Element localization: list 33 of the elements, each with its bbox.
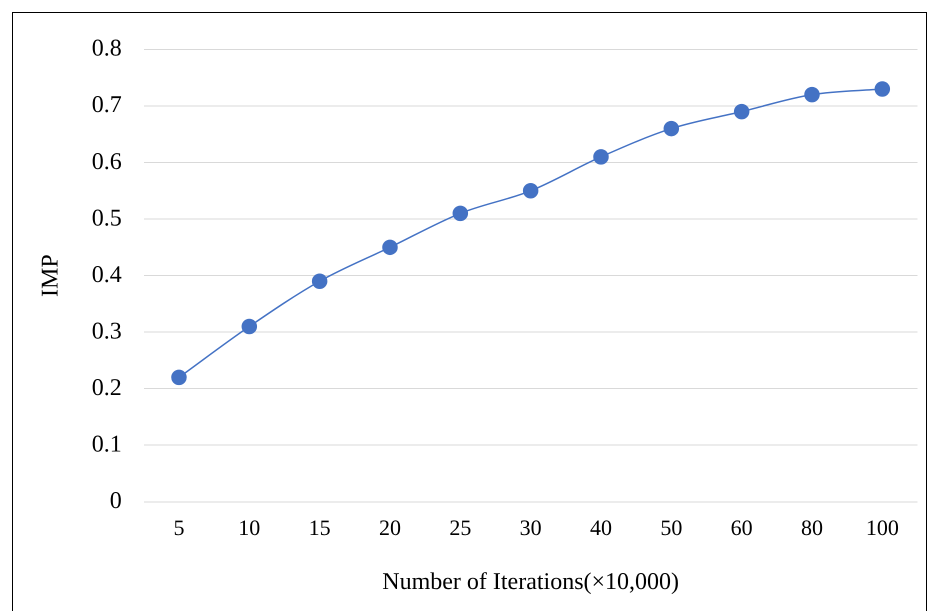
x-tick-label: 15 (308, 514, 331, 540)
y-tick-label: 0.8 (92, 36, 122, 62)
point (874, 81, 890, 97)
point (312, 274, 328, 290)
x-tick-label: 80 (800, 514, 823, 540)
x-tick-label: 50 (660, 514, 682, 540)
y-tick-label: 0.4 (92, 262, 122, 288)
y-tick-label: 0.3 (92, 318, 122, 344)
x-axis-title: Number of Iterations(×10,000) (382, 568, 680, 595)
y-tick-label: 0.1 (92, 432, 122, 458)
y-tick-label: 0.7 (92, 92, 122, 118)
x-tick-label: 60 (730, 514, 753, 540)
x-tick-label: 100 (866, 514, 899, 540)
y-axis-title: IMP (38, 254, 64, 297)
y-tick-label: 0.2 (92, 374, 122, 401)
point (452, 206, 468, 222)
x-tick-label: 5 (173, 514, 184, 540)
y-tick-label: 0.5 (92, 205, 122, 232)
point (664, 120, 680, 136)
point (171, 370, 187, 386)
y-tick-label: 0.6 (92, 148, 122, 175)
point (382, 240, 398, 256)
x-tick-label: 20 (378, 514, 401, 540)
point (734, 104, 750, 120)
point (242, 318, 258, 334)
x-tick-label: 25 (449, 514, 472, 540)
x-tick-label: 40 (590, 514, 612, 540)
point (522, 183, 538, 199)
x-tick-label: 10 (238, 514, 260, 540)
y-tick-label: 0 (110, 488, 122, 514)
point (804, 86, 820, 102)
x-tick-label: 30 (520, 514, 542, 540)
point (593, 149, 609, 165)
